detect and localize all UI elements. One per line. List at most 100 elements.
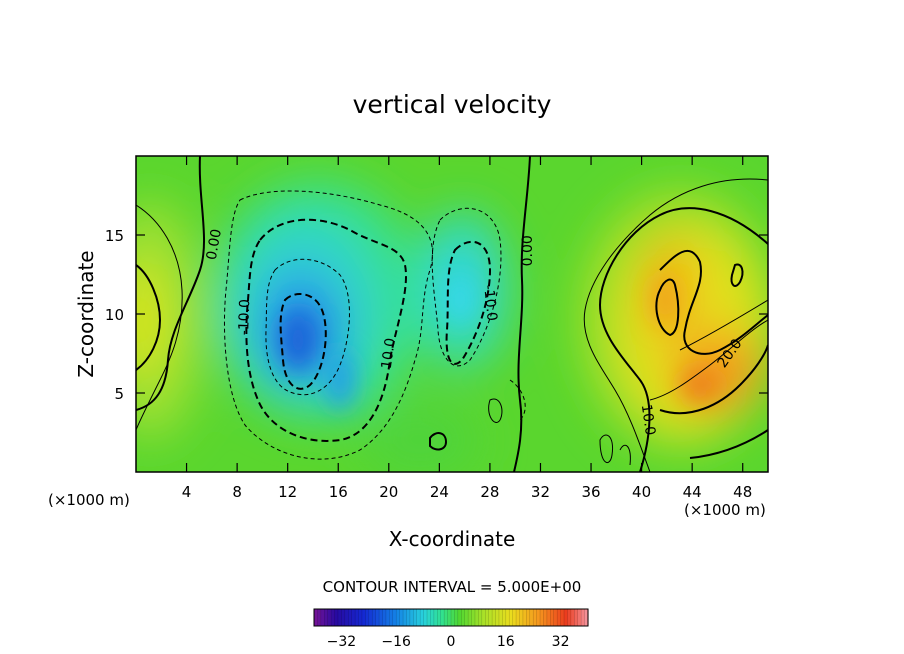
colorbar-cell: [403, 609, 408, 626]
colorbar-frame: [313, 608, 589, 627]
colorbar-cell: [509, 609, 514, 626]
colorbar-cell: [478, 609, 483, 626]
colorbar-cell: [468, 609, 473, 626]
colorbar-cell: [372, 609, 377, 626]
colorbar-cell: [505, 609, 510, 626]
colorbar-cell: [522, 609, 527, 626]
colorbar-tick-label: −16: [381, 634, 411, 650]
x-tick-label: 24: [430, 483, 449, 501]
colorbar-cell: [327, 609, 332, 626]
x-tick-label: 16: [329, 483, 348, 501]
zero-contour-right: [598, 207, 768, 472]
colorbar-cell: [344, 609, 349, 626]
colorbar-tick-label: 0: [447, 634, 456, 650]
colorbar-ticks: −32 −16 0 16 32: [327, 634, 570, 650]
colorbar-cell: [427, 609, 432, 626]
colorbar-cell: [314, 609, 319, 626]
colorbar-cell: [423, 609, 428, 626]
colorbar-cell: [495, 609, 500, 626]
colorbar-cell: [533, 609, 538, 626]
colorbar-cell: [536, 609, 541, 626]
colorbar-cell: [355, 609, 360, 626]
colorbar-cell: [420, 609, 425, 626]
colorbar-cell: [440, 609, 445, 626]
x-tick-label: 28: [480, 483, 499, 501]
colorbar-cell: [396, 609, 401, 626]
contour-label: -10.0: [236, 299, 253, 336]
y-tick-label: 15: [105, 227, 124, 245]
x-tick-label: 4: [182, 483, 192, 501]
colorbar: [314, 609, 589, 626]
colorbar-cell: [416, 609, 421, 626]
contour-label: 10.0: [379, 337, 399, 370]
colorbar-cell: [320, 609, 325, 626]
colorbar-cell: [553, 609, 558, 626]
contour-minus5: [223, 190, 434, 460]
contour-label: -10.0: [480, 284, 500, 322]
x-tick-label: 44: [683, 483, 702, 501]
colorbar-cell: [379, 609, 384, 626]
colorbar-cell: [409, 609, 414, 626]
colorbar-cell: [389, 609, 394, 626]
colorbar-cell: [437, 609, 442, 626]
colorbar-cell: [498, 609, 503, 626]
x-tick-label: 20: [379, 483, 398, 501]
colorbar-cell: [399, 609, 404, 626]
colorbar-cell: [512, 609, 517, 626]
colorbar-tick-label: −32: [327, 634, 357, 650]
x-axis-label: X-coordinate: [389, 527, 516, 551]
colorbar-cell: [341, 609, 346, 626]
colorbar-cell: [406, 609, 411, 626]
colorbar-tick-label: 16: [497, 634, 515, 650]
colorbar-cell: [375, 609, 380, 626]
x-unit-label-left: (×1000 m): [48, 491, 130, 509]
colorbar-cell: [461, 609, 466, 626]
y-tick-label: 5: [114, 385, 124, 403]
colorbar-cell: [457, 609, 462, 626]
contour-label: 10.0: [638, 403, 658, 436]
colorbar-cell: [464, 609, 469, 626]
x-unit-label-right: (×1000 m): [684, 501, 766, 519]
colorbar-cell: [444, 609, 449, 626]
colorbar-cell: [382, 609, 387, 626]
colorbar-cell: [516, 609, 521, 626]
colorbar-cell: [567, 609, 572, 626]
colorbar-cell: [368, 609, 373, 626]
field-detail: [280, 274, 718, 410]
colorbar-cell: [358, 609, 363, 626]
colorbar-cell: [471, 609, 476, 626]
contour-lines: [136, 156, 768, 472]
colorbar-cell: [574, 609, 579, 626]
x-tick-label: 32: [531, 483, 550, 501]
colorbar-cell: [331, 609, 336, 626]
colorbar-cell: [564, 609, 569, 626]
colorbar-cell: [392, 609, 397, 626]
contour-interval-text: CONTOUR INTERVAL = 5.000E+00: [323, 578, 582, 596]
x-tick-label: 48: [733, 483, 752, 501]
colorbar-cell: [447, 609, 452, 626]
colorbar-cell: [546, 609, 551, 626]
colorbar-cell: [454, 609, 459, 626]
colorbar-cell: [413, 609, 418, 626]
colorbar-cell: [543, 609, 548, 626]
colorbar-cell: [430, 609, 435, 626]
y-tick-label: 10: [105, 306, 124, 324]
y-axis-ticks: 5 10 15: [105, 227, 768, 403]
colorbar-cell: [324, 609, 329, 626]
colorbar-cell: [529, 609, 534, 626]
chart-title: vertical velocity: [353, 90, 552, 119]
colorbar-cell: [560, 609, 565, 626]
colorbar-cell: [481, 609, 486, 626]
x-axis-ticks: 4 8 12 16 20 24 28 32 36 40 44 48: [182, 156, 752, 501]
x-tick-label: 36: [581, 483, 600, 501]
colorbar-cell: [337, 609, 342, 626]
x-tick-label: 12: [278, 483, 297, 501]
colorbar-cell: [550, 609, 555, 626]
colorbar-cell: [526, 609, 531, 626]
colorbar-cell: [361, 609, 366, 626]
colorbar-cell: [351, 609, 356, 626]
colorbar-cell: [451, 609, 456, 626]
colorbar-cell: [485, 609, 490, 626]
